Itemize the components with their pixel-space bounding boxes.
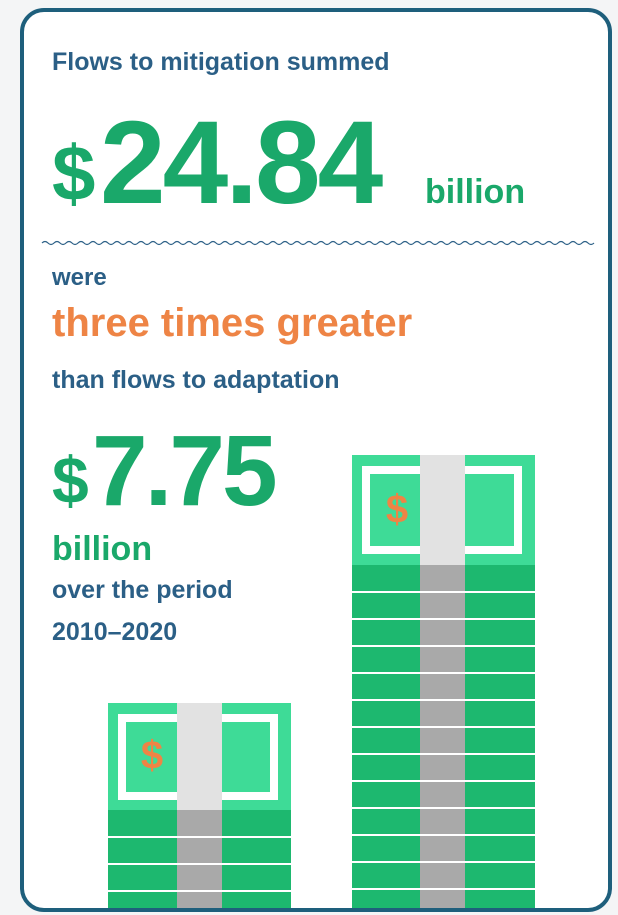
currency: $ xyxy=(52,129,95,217)
period: 2010–2020 xyxy=(52,618,177,646)
currency: $ xyxy=(52,443,89,517)
mitigation-label: Flows to mitigation summed xyxy=(52,48,390,76)
bill-symbol: $ xyxy=(141,734,163,778)
mitigation-unit: billion xyxy=(425,173,525,211)
comparison-tail: than flows to adaptation xyxy=(52,366,340,394)
band xyxy=(177,810,222,915)
comparison-emphasis: three times greater xyxy=(52,301,412,345)
mitigation-amount: 24.84 xyxy=(100,97,383,229)
adaptation-unit: billion xyxy=(52,530,152,568)
band xyxy=(177,703,222,810)
infographic: $ $ Flows to mitigation summed $ 24.84 b… xyxy=(0,0,618,915)
bill-symbol: $ xyxy=(386,488,408,532)
band xyxy=(420,455,465,565)
adaptation-amount: 7.75 xyxy=(92,415,275,527)
period-label: over the period xyxy=(52,576,233,604)
comparison-lead: were xyxy=(51,264,107,291)
